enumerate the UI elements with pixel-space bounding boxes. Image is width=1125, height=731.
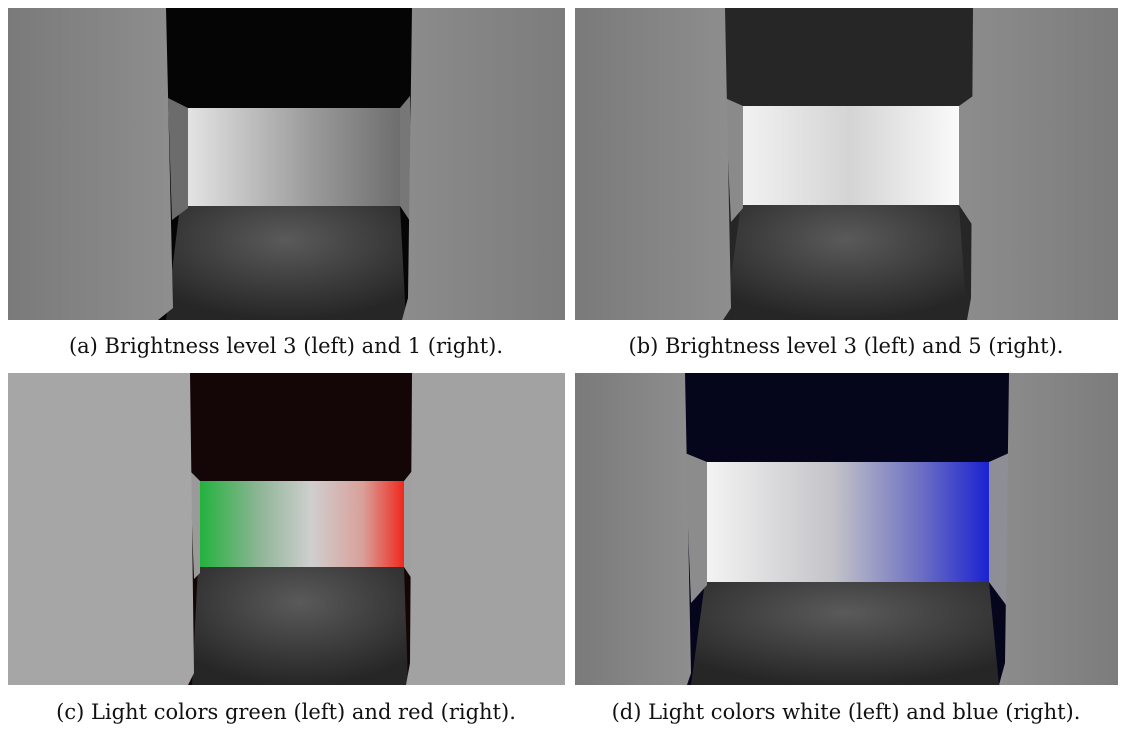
caption: (b) Brightness level 3 (left) and 5 (rig… [566, 334, 1125, 358]
caption: (d) Light colors white (left) and blue (… [566, 700, 1125, 724]
render-image [575, 8, 1118, 320]
render-image [8, 373, 565, 685]
render-image [575, 373, 1118, 685]
figure-page: (a) Brightness level 3 (left) and 1 (rig… [0, 0, 1125, 731]
caption: (c) Light colors green (left) and red (r… [6, 700, 566, 724]
render-image [8, 8, 565, 320]
caption: (a) Brightness level 3 (left) and 1 (rig… [6, 334, 566, 358]
